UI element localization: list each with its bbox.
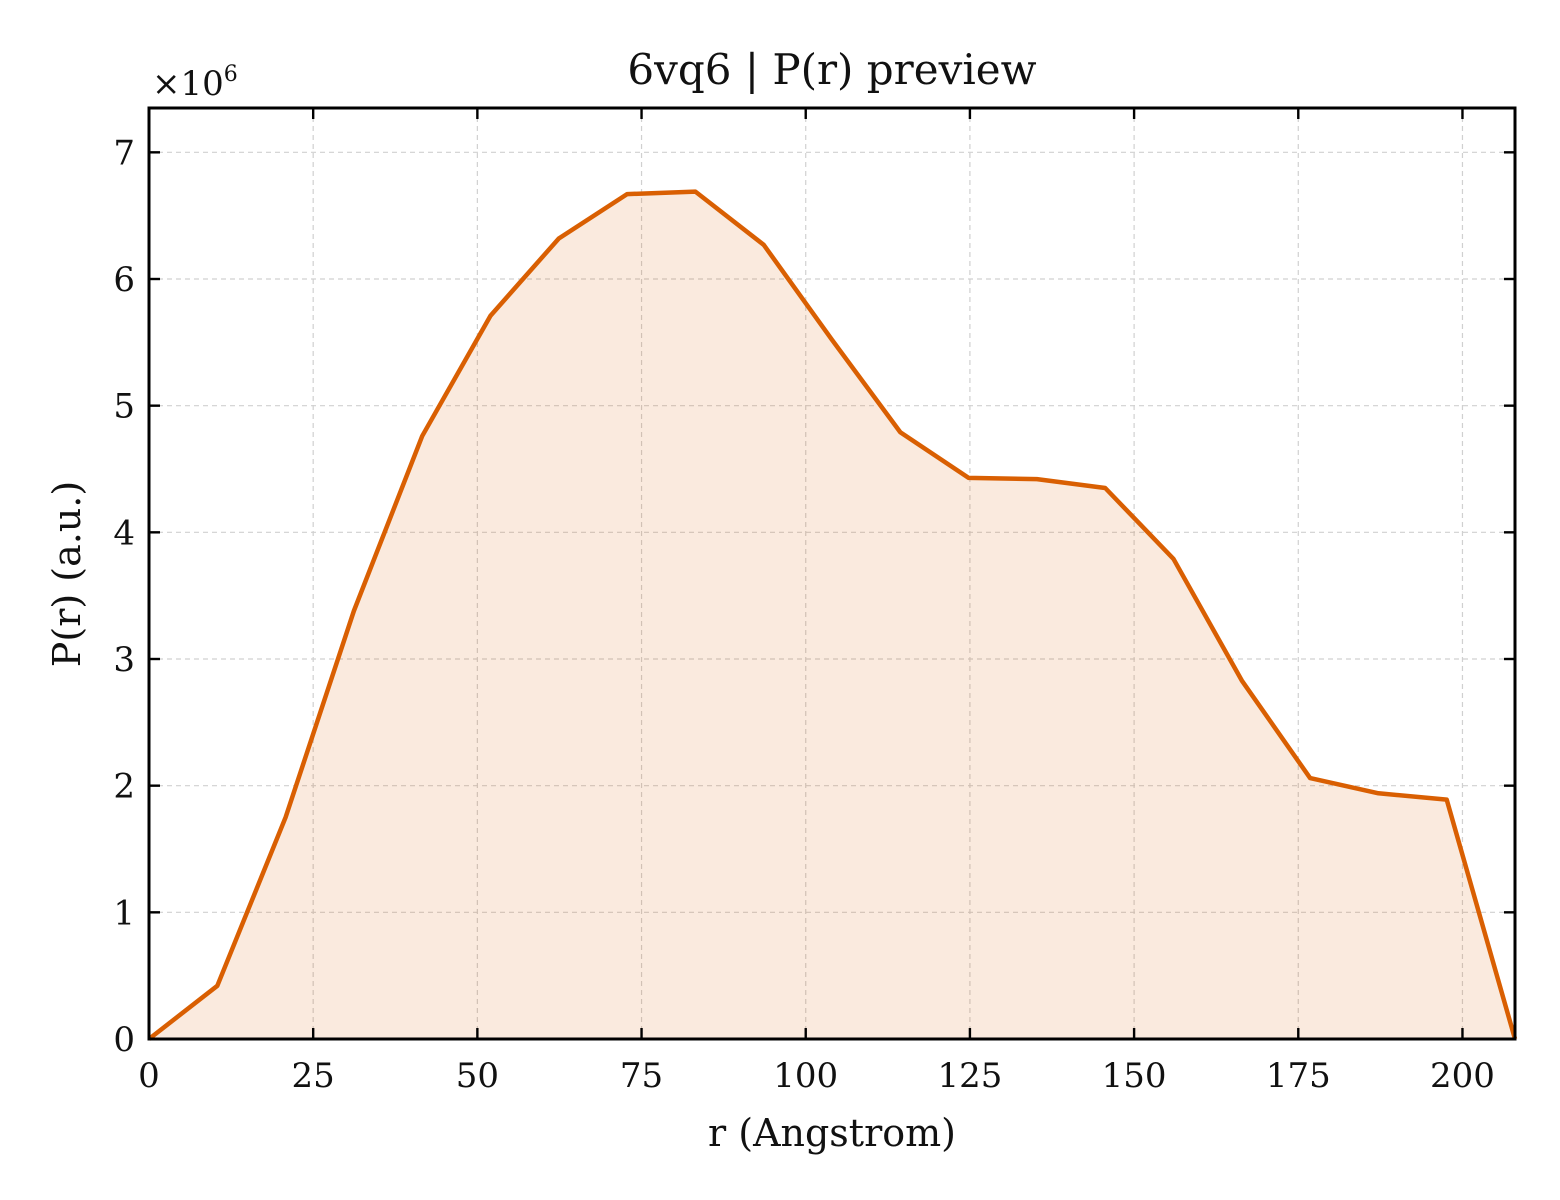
grid (149, 108, 1515, 1039)
y-tick-label: 2 (113, 767, 135, 807)
x-tick-label: 175 (1266, 1056, 1331, 1096)
axis-ticks (147, 108, 1515, 1041)
x-tick-label: 75 (620, 1056, 663, 1096)
x-tick-label: 25 (292, 1056, 335, 1096)
x-axis-label: r (Angstrom) (708, 1111, 956, 1155)
x-tick-label: 150 (1102, 1056, 1167, 1096)
y-tick-label: 5 (113, 387, 135, 427)
y-multiplier-label: ×106 (152, 62, 238, 104)
x-tick-label: 100 (773, 1056, 838, 1096)
y-tick-label: 4 (113, 513, 135, 553)
plot-frame (147, 106, 1517, 1041)
y-tick-label: 3 (113, 640, 135, 680)
y-tick-label: 1 (113, 893, 135, 933)
y-multiplier-exponent: 6 (224, 62, 238, 87)
y-tick-label: 7 (113, 133, 135, 173)
y-multiplier-base: ×10 (152, 64, 224, 104)
x-tick-label: 0 (138, 1056, 160, 1096)
y-tick-label: 6 (113, 260, 135, 300)
x-tick-label: 125 (937, 1056, 1002, 1096)
x-tick-label: 200 (1430, 1056, 1495, 1096)
x-tick-labels: 0 25 50 75 100 125 150 175 200 (138, 1056, 1495, 1096)
y-tick-label: 0 (113, 1020, 135, 1060)
y-tick-labels: 0 1 2 3 4 5 6 7 (113, 133, 135, 1060)
area-fill (149, 191, 1515, 1040)
series-line (147, 189, 1518, 1041)
y-axis-label: P(r) (a.u.) (45, 481, 89, 667)
chart-title: 6vq6 | P(r) preview (627, 45, 1036, 94)
x-tick-label: 50 (456, 1056, 499, 1096)
